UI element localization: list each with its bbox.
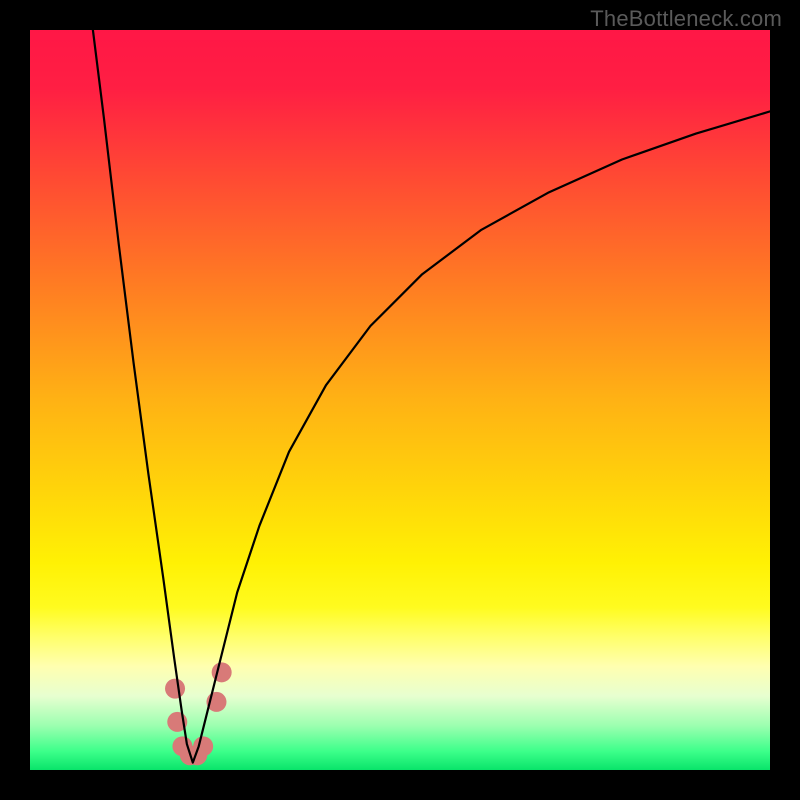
bottleneck-curve — [93, 30, 770, 763]
chart-frame: TheBottleneck.com — [0, 0, 800, 800]
marker-dot — [165, 679, 185, 699]
curve-layer — [30, 30, 770, 770]
plot-area — [30, 30, 770, 770]
watermark-text: TheBottleneck.com — [590, 6, 782, 32]
